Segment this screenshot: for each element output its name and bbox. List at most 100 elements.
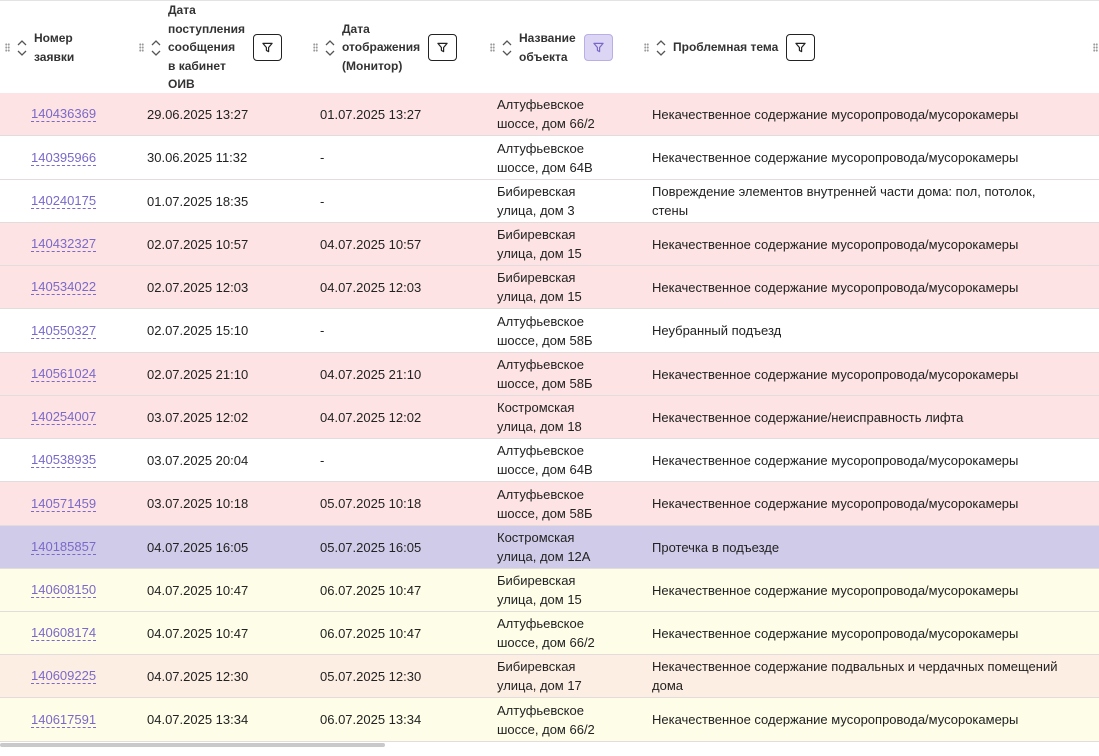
display-date-cell: 04.07.2025 12:03 [320, 266, 421, 308]
table-row[interactable]: 140609225 04.07.2025 12:30 05.07.2025 12:3… [0, 655, 1099, 698]
request-number-link[interactable]: 140240175 [31, 193, 97, 209]
display-date-cell: - [320, 136, 324, 179]
request-number-link[interactable]: 140550327 [31, 322, 97, 339]
request-number-link-cell: 140571459 [31, 482, 97, 525]
filter-button-display[interactable] [428, 34, 458, 61]
object-name: Алтуфьевское шоссе, дом 64В [497, 140, 593, 175]
received-date: 04.07.2025 12:30 [147, 668, 249, 684]
object-name: Алтуфьевское шоссе, дом 66/2 [497, 702, 595, 737]
received-date: 30.06.2025 11:32 [147, 150, 248, 165]
request-number-link[interactable]: 140432327 [31, 236, 97, 252]
problem-topic-cell: Неубранный подъезд [652, 309, 781, 352]
table-row[interactable]: 140550327 02.07.2025 15:10 - Алтуфьевское ш… [0, 309, 1099, 353]
problem-topic: Некачественное содержание мусоропровода/… [652, 236, 1019, 252]
received-date-cell: 29.06.2025 13:27 [147, 93, 248, 135]
table-row[interactable]: 140395966 30.06.2025 11:32 - Алтуфьевское ш… [0, 136, 1099, 180]
object-name-cell: Алтуфьевское шоссе, дом 58Б [497, 309, 592, 352]
filter-button-topic[interactable] [786, 34, 816, 61]
display-date: 06.07.2025 10:47 [320, 582, 422, 598]
display-date: 05.07.2025 10:18 [320, 496, 422, 511]
table-row[interactable]: 140608150 04.07.2025 10:47 06.07.2025 10:4… [0, 569, 1099, 612]
problem-topic: Некачественное содержание мусоропровода/… [652, 279, 1019, 295]
column-header-number: Номер заявки [16, 1, 74, 94]
request-number-link[interactable]: 140254007 [31, 409, 97, 425]
display-date-cell: 01.07.2025 13:27 [320, 93, 421, 135]
object-name: Алтуфьевское шоссе, дом 66/2 [497, 616, 595, 650]
received-date-cell: 03.07.2025 12:02 [147, 396, 248, 438]
object-name-cell: Бибиревская улица, дом 15 [497, 223, 582, 265]
display-date: 05.07.2025 12:30 [320, 668, 422, 684]
table-row[interactable]: 140185857 04.07.2025 16:05 05.07.2025 16:0… [0, 526, 1099, 569]
column-header-topic: Проблемная тема [655, 1, 816, 94]
request-number-link-cell: 140538935 [31, 439, 97, 481]
request-number-link[interactable]: 140534022 [31, 279, 97, 295]
received-date-cell: 02.07.2025 12:03 [147, 266, 248, 308]
display-date-cell: 06.07.2025 10:47 [320, 612, 421, 654]
drag-handle-icon[interactable] [1093, 43, 1098, 52]
table-row[interactable]: 140254007 03.07.2025 12:02 04.07.2025 12:0… [0, 396, 1099, 439]
sort-arrows-icon[interactable] [655, 36, 667, 60]
received-date: 02.07.2025 10:57 [147, 236, 249, 252]
table-row[interactable]: 140436369 29.06.2025 13:27 01.07.2025 13:2… [0, 93, 1099, 136]
column-title-received: Дата поступления сообщения в кабинет ОИВ [168, 3, 245, 92]
table-row[interactable]: 140432327 02.07.2025 10:57 04.07.2025 10:5… [0, 223, 1099, 266]
request-number-link[interactable]: 140608174 [31, 625, 97, 641]
object-name-cell: Костромская улица, дом 18 [497, 396, 582, 438]
problem-topic: Некачественное содержание мусоропровода/… [652, 366, 1019, 382]
sort-arrows-icon[interactable] [16, 36, 28, 60]
drag-handle-icon[interactable] [313, 43, 318, 52]
table-row[interactable]: 140240175 01.07.2025 18:35 - Бибиревская ул… [0, 180, 1099, 223]
object-name-cell: Алтуфьевское шоссе, дом 66/2 [497, 93, 595, 135]
table-row[interactable]: 140617591 04.07.2025 13:34 06.07.2025 13:3… [0, 698, 1099, 742]
display-date-cell: - [320, 180, 324, 222]
horizontal-scrollbar[interactable] [0, 743, 385, 747]
table-row[interactable]: 140571459 03.07.2025 10:18 05.07.2025 10:1… [0, 482, 1099, 526]
request-number-link[interactable]: 140538935 [31, 452, 97, 468]
problem-topic: Некачественное содержание мусоропровода/… [652, 625, 1019, 641]
request-number-link[interactable]: 140436369 [31, 106, 97, 122]
received-date-cell: 04.07.2025 10:47 [147, 612, 248, 654]
problem-topic-cell: Некачественное содержание подвальных и ч… [652, 655, 1057, 697]
filter-button-object[interactable] [583, 34, 613, 61]
table-row[interactable]: 140538935 03.07.2025 20:04 - Алтуфьевское ш… [0, 439, 1099, 482]
request-number-link[interactable]: 140617591 [31, 711, 97, 728]
received-date: 01.07.2025 18:35 [147, 193, 249, 209]
request-number-link-cell: 140436369 [31, 93, 97, 135]
table-row[interactable]: 140608174 04.07.2025 10:47 06.07.2025 10:4… [0, 612, 1099, 655]
object-name: Бибиревская улица, дом 15 [497, 227, 582, 261]
display-date-cell: - [320, 439, 324, 481]
display-date: 01.07.2025 13:27 [320, 106, 422, 122]
drag-handle-icon[interactable] [5, 43, 10, 52]
request-number-link-cell: 140617591 [31, 698, 97, 741]
request-number-link[interactable]: 140571459 [31, 495, 97, 512]
problem-topic: Некачественное содержание мусоропровода/… [652, 496, 1019, 511]
table-row[interactable]: 140561024 02.07.2025 21:10 04.07.2025 21:1… [0, 353, 1099, 396]
received-date: 03.07.2025 20:04 [147, 452, 249, 468]
request-number-link[interactable]: 140561024 [31, 366, 97, 382]
received-date: 03.07.2025 12:02 [147, 409, 249, 425]
request-number-link[interactable]: 140395966 [31, 149, 97, 166]
drag-handle-icon[interactable] [490, 43, 495, 52]
request-number-link[interactable]: 140608150 [31, 582, 97, 598]
display-date-cell: 04.07.2025 21:10 [320, 353, 421, 395]
received-date-cell: 30.06.2025 11:32 [147, 136, 247, 179]
display-date: - [320, 323, 325, 338]
object-name: Алтуфьевское шоссе, дом 64В [497, 443, 593, 477]
display-date-cell: 05.07.2025 10:18 [320, 482, 421, 525]
received-date-cell: 03.07.2025 10:18 [147, 482, 248, 525]
sort-arrows-icon[interactable] [324, 36, 336, 60]
request-number-link[interactable]: 140609225 [31, 668, 97, 684]
drag-handle-icon[interactable] [139, 43, 144, 52]
request-number-link-cell: 140534022 [31, 266, 97, 308]
request-number-link-cell: 140608150 [31, 569, 97, 611]
problem-topic: Неубранный подъезд [652, 323, 782, 338]
drag-handle-icon[interactable] [644, 43, 649, 52]
table-row[interactable]: 140534022 02.07.2025 12:03 04.07.2025 12:0… [0, 266, 1099, 309]
sort-arrows-icon[interactable] [501, 36, 513, 60]
request-number-link[interactable]: 140185857 [31, 539, 97, 555]
sort-arrows-icon[interactable] [150, 36, 162, 60]
filter-button-received[interactable] [252, 34, 282, 61]
object-name-cell: Алтуфьевское шоссе, дом 66/2 [497, 698, 595, 741]
object-name-cell: Алтуфьевское шоссе, дом 58Б [497, 353, 592, 395]
